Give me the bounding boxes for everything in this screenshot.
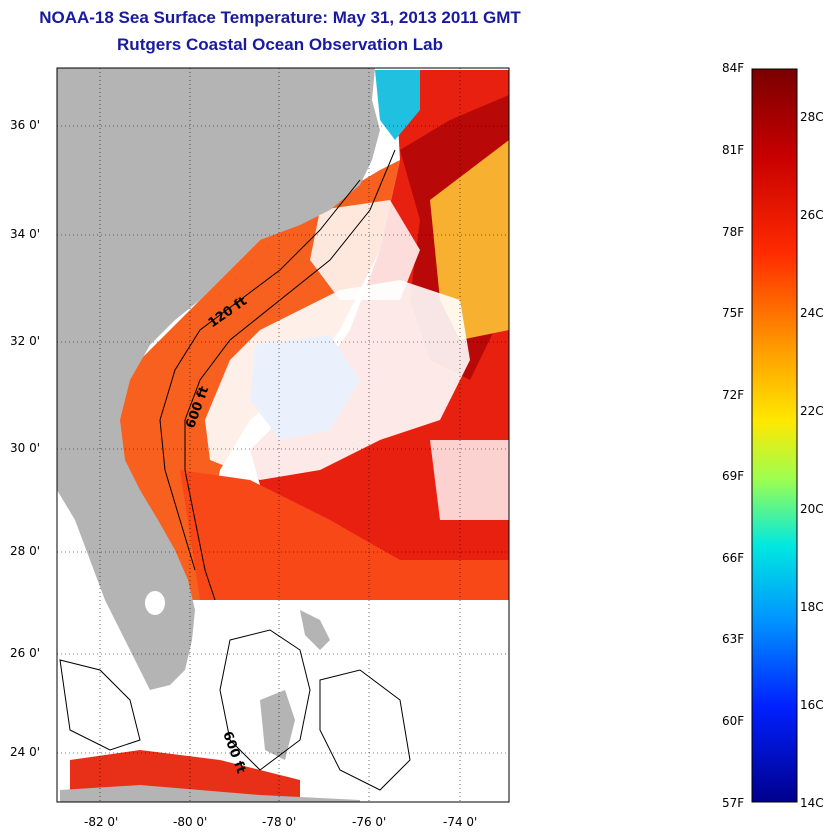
colorbar-c-label: 20C (800, 502, 824, 516)
contour-120ft (159, 179, 361, 571)
lon-tick-label: -74 0' (443, 815, 478, 829)
lon-tick-label: -80 0' (173, 815, 208, 829)
contour-bahamas-east (319, 669, 411, 791)
map-frame (56, 67, 510, 803)
cloud-mass-central (205, 280, 470, 480)
cloud-band-east (430, 440, 509, 520)
lat-tick-label: 36 0' (10, 118, 41, 132)
map-subtitle: Rutgers Coastal Ocean Observation Lab (117, 35, 443, 54)
colorbar-f-label: 81F (722, 143, 745, 157)
land-bahamas-andros (260, 690, 295, 760)
colorbar-c-label: 18C (800, 600, 824, 614)
sst-yellow-offshore (430, 140, 509, 340)
colorbar-f-label: 69F (722, 469, 745, 483)
colorbar-f-label: 66F (722, 551, 745, 565)
lake-okeechobee (145, 591, 165, 615)
lon-tick-label: -82 0' (84, 815, 119, 829)
land-cuba (60, 785, 360, 802)
colorbar-f-label: 84F (722, 61, 745, 75)
lat-tick-label: 28 0' (10, 544, 41, 558)
lat-tick-label: 30 0' (10, 441, 41, 455)
contour-600ft (184, 149, 396, 601)
colorbar-c-label: 26C (800, 208, 824, 222)
map-area (57, 68, 509, 802)
lat-tick-label: 24 0' (10, 745, 41, 759)
colorbar (751, 68, 798, 803)
map-title: NOAA-18 Sea Surface Temperature: May 31,… (39, 8, 521, 27)
colorbar-f-label: 57F (722, 796, 745, 810)
contour-florida-keys (59, 659, 141, 751)
map-gridlines (57, 68, 509, 802)
sst-florida-current (180, 470, 509, 610)
colorbar-f-label: 72F (722, 388, 745, 402)
land-bahamas-abaco (300, 610, 330, 650)
sst-cool-north (375, 70, 420, 140)
colorbar-f-label: 60F (722, 714, 745, 728)
colorbar-c-label: 14C (800, 796, 824, 810)
lon-tick-label: -76 0' (352, 815, 387, 829)
colorbar-f-label: 78F (722, 225, 745, 239)
colorbar-c-label: 16C (800, 698, 824, 712)
colorbar-c-label: 22C (800, 404, 824, 418)
colorbar-f-label: 75F (722, 306, 745, 320)
lat-tick-label: 26 0' (10, 646, 41, 660)
colorbar-c-label: 28C (800, 110, 824, 124)
colorbar-c-label: 24C (800, 306, 824, 320)
colorbar-f-label: 63F (722, 632, 745, 646)
lon-tick-label: -78 0' (262, 815, 297, 829)
lat-tick-label: 32 0' (10, 334, 41, 348)
contour-bahamas (219, 629, 311, 771)
land-us-east-coast (57, 68, 380, 690)
cloud-mass-north (310, 200, 420, 300)
lat-tick-label: 34 0' (10, 227, 41, 241)
